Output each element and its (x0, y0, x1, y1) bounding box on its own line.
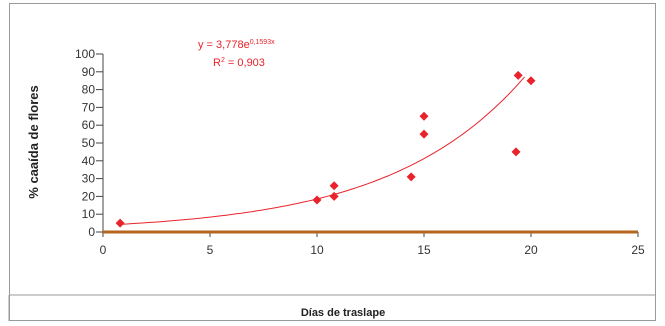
data-point (115, 218, 125, 228)
y-tick-label: 70 (82, 100, 96, 114)
data-points (115, 70, 536, 228)
data-point (329, 181, 339, 191)
data-point (419, 129, 429, 139)
r-squared-exponent: 2 (221, 57, 225, 64)
data-point (329, 191, 339, 201)
x-tick-label: 20 (524, 243, 538, 257)
y-tick-label: 0 (88, 225, 95, 239)
y-tick-label: 60 (82, 118, 96, 132)
x-tick-label: 0 (100, 243, 107, 257)
x-tick-label: 15 (417, 243, 431, 257)
data-point (526, 76, 536, 86)
r-squared-value: = 0,903 (225, 57, 265, 69)
y-axis-ticks: 0 10 20 30 40 50 60 70 80 90 100 (75, 47, 103, 239)
trend-equation-base: y = 3,778e (198, 39, 250, 51)
r-squared: R2 = 0,903 (213, 57, 265, 69)
data-point (312, 195, 322, 205)
y-tick-label: 40 (82, 154, 96, 168)
data-point (406, 172, 416, 182)
y-tick-label: 20 (82, 189, 96, 203)
chart-frame (9, 3, 656, 321)
y-tick-label: 100 (75, 47, 95, 61)
y-tick-label: 90 (82, 65, 96, 79)
y-axis-title: % caaída de flores (26, 85, 41, 198)
x-axis-title: Días de traslape (301, 307, 385, 319)
exponential-trendline (120, 76, 525, 225)
trend-equation: y = 3,778e0,1593x (198, 39, 275, 51)
x-tick-label: 5 (207, 243, 214, 257)
data-point (419, 111, 429, 121)
x-axis-ticks: 0 5 10 15 20 25 (100, 232, 645, 257)
data-point (513, 70, 523, 80)
y-tick-label: 80 (82, 83, 96, 97)
x-tick-label: 10 (310, 243, 324, 257)
data-point (511, 147, 521, 157)
trend-equation-exponent: 0,1593x (250, 39, 275, 46)
y-tick-label: 50 (82, 136, 96, 150)
y-tick-label: 10 (82, 207, 96, 221)
x-tick-label: 25 (631, 243, 645, 257)
y-tick-label: 30 (82, 172, 96, 186)
r-squared-symbol: R (213, 57, 221, 69)
